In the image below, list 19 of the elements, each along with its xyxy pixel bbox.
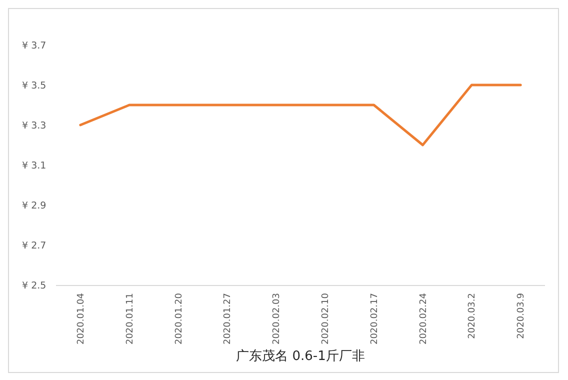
x-tick-label: 2020.03.9 [516,292,527,339]
y-tick-label: ¥ 2.5 [22,280,46,292]
x-tick-label: 2020.02.10 [320,292,331,345]
x-tick-label: 2020.02.03 [272,293,282,345]
y-tick-label: ¥ 3.3 [22,120,46,132]
x-axis-title: 广东茂名 0.6-1斤厂非 [236,349,365,364]
y-tick-label: ¥ 3.1 [22,160,46,172]
x-tick-label: 2020.02.17 [370,293,380,345]
y-tick-label: ¥ 3.5 [22,80,46,92]
y-tick-label: ¥ 2.9 [22,200,46,212]
x-tick-label: 2020.01.20 [174,292,184,345]
x-tick-label: 2020.01.04 [76,292,86,345]
y-tick-label: ¥ 3.7 [22,40,46,52]
x-tick-label: 2020.03.2 [468,293,478,339]
x-tick-label: 2020.02.24 [418,292,429,345]
x-tick-label: 2020.01.27 [223,293,234,345]
y-tick-label: ¥ 2.7 [22,240,46,252]
x-tick-label: 2020.01.11 [125,293,136,345]
line-series [79,84,522,146]
